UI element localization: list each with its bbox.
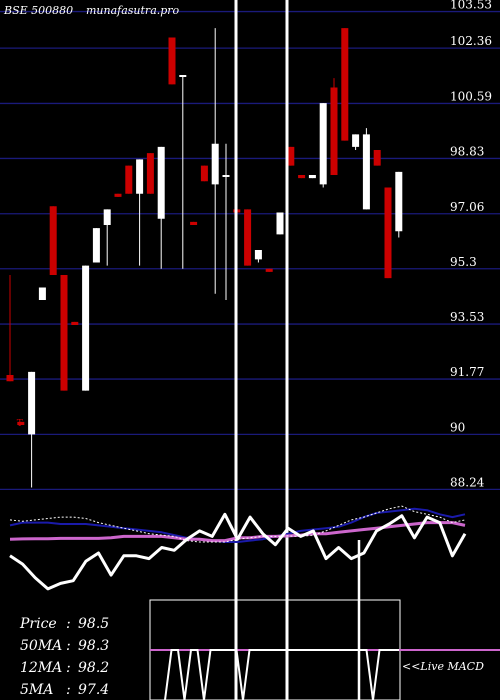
candle-body [222,175,230,177]
series-5ma [9,505,466,543]
candle-body [114,193,122,197]
legend-12ma-value: 98.2 [78,660,109,676]
candle-body [60,275,68,391]
candle-body [287,146,295,166]
candle-body [352,134,360,147]
legend-5ma-sep: : [66,682,71,698]
candle-body [341,28,349,141]
candle-body [92,228,100,263]
legend-12ma-sep: : [66,660,71,676]
legend-12ma-label: 12MA [20,660,62,676]
candle-body [136,159,144,194]
y-tick-label: 93.53 [450,310,484,324]
candle-body [125,165,133,194]
y-tick-label: 91.77 [450,365,484,379]
candle-body [103,209,111,225]
legend-price-sep: : [66,616,71,632]
candle-body [395,171,403,232]
candle-body [49,206,57,275]
chart-ticker: BSE 500880 [3,4,73,17]
candle-body [211,143,219,185]
legend-price-label: Price [19,616,57,632]
candle-body [362,134,370,210]
candle-body [384,187,392,279]
series-50ma [9,507,466,543]
candle-body [17,421,25,425]
legend-50ma-value: 98.3 [78,638,109,654]
candle-body [146,153,154,194]
y-tick-label: 102.36 [450,34,492,48]
candle-body [6,375,14,382]
series-price [9,512,467,591]
candle-body [330,87,338,175]
candle-body [179,75,187,77]
y-tick-label: 100.59 [450,89,492,103]
price-axis-ticks: 103.53 102.36 100.59 98.83 97.06 95.3 93.53 91.… [450,0,492,489]
chart-site: munafasutra.pro [86,4,180,17]
candle-body [265,268,273,272]
candle-body [38,287,46,300]
candle-body [168,37,176,85]
y-tick-label: 95.3 [450,255,477,269]
candle-body [319,103,327,185]
candle-body [190,221,198,225]
legend-5ma-label: 5MA [20,682,53,698]
candle-annotation: T [17,419,23,429]
candlestick-series: T [6,28,403,488]
candle-body [373,150,381,166]
candle-body [200,165,208,182]
legend-5ma-value: 97.4 [78,682,109,698]
legend-50ma-label: 50MA [20,638,62,654]
candle-body [71,321,79,325]
candle-body [298,175,306,179]
macd-panel [149,540,500,700]
y-tick-label: 88.24 [450,475,485,489]
moving-average-panel [9,505,467,591]
y-tick-label: 90 [450,420,465,434]
macd-live-label: <<Live MACD [402,660,484,673]
y-tick-label: 97.06 [450,200,484,214]
candle-body [82,265,90,391]
y-tick-label: 103.53 [450,0,492,12]
cursor-lines [234,0,289,700]
candle-body [157,146,165,219]
y-tick-label: 98.83 [450,144,484,158]
legend-price-value: 98.5 [78,616,109,632]
legend-50ma-sep: : [66,638,71,654]
candle-body [276,212,284,235]
candle-body [28,371,36,435]
candle-body [254,250,262,260]
candle-body [244,209,252,266]
candle-body [308,175,316,179]
